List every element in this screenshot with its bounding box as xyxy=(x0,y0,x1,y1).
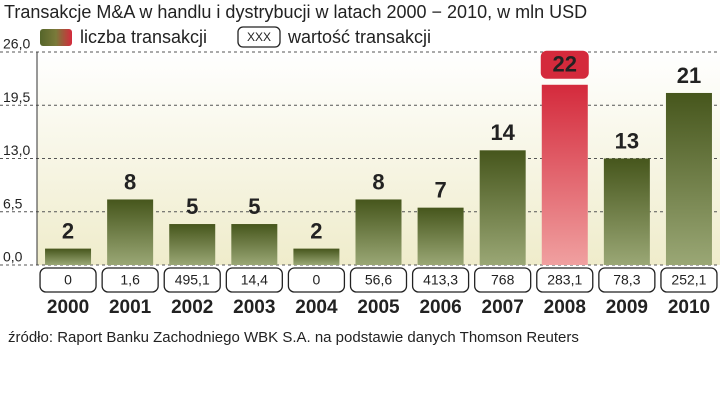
bar xyxy=(107,199,154,265)
value-box-label: 14,4 xyxy=(241,272,268,288)
x-tick-label: 2009 xyxy=(606,297,648,318)
x-tick-label: 2007 xyxy=(482,297,524,318)
value-label: 22 xyxy=(553,52,577,77)
value-box xyxy=(101,267,159,293)
value-box xyxy=(474,267,532,293)
value-box xyxy=(225,267,283,293)
value-box xyxy=(287,267,346,293)
bar xyxy=(665,92,712,265)
value-label: 8 xyxy=(124,169,136,194)
value-box-label: 0 xyxy=(64,272,72,288)
x-tick-label: 2000 xyxy=(47,297,89,318)
value-label: 13 xyxy=(615,128,639,153)
value-box-label: 768 xyxy=(491,272,515,288)
legend-label: wartość transakcji xyxy=(287,27,431,47)
value-box-label: 0 xyxy=(313,272,321,288)
bar xyxy=(417,207,464,265)
value-box xyxy=(163,267,221,293)
value-label: 2 xyxy=(310,218,322,243)
source: źródło: Raport Banku Zachodniego WBK S.A… xyxy=(8,329,579,346)
x-tick-label: 2010 xyxy=(668,297,710,318)
bar xyxy=(231,224,278,265)
bar xyxy=(45,248,92,265)
value-box-label: 1,6 xyxy=(120,272,140,288)
y-tick-label: 6,5 xyxy=(3,195,23,211)
value-label-box xyxy=(540,50,589,79)
bar xyxy=(479,150,526,265)
y-tick-label: 26,0 xyxy=(3,36,30,52)
x-tick-label: 2008 xyxy=(544,297,586,318)
bar xyxy=(169,224,216,265)
y-tick-label: 13,0 xyxy=(3,142,30,158)
chart-title: Transakcje M&A w handlu i dystrybucji w … xyxy=(4,2,587,22)
value-box-label: 495,1 xyxy=(175,272,210,288)
value-box xyxy=(536,267,594,293)
value-label: 5 xyxy=(248,194,260,219)
value-box-label: 413,3 xyxy=(423,272,458,288)
value-box-label: 283,1 xyxy=(547,272,582,288)
bar xyxy=(541,84,588,266)
y-tick-label: 0,0 xyxy=(3,249,23,265)
legend-label: liczba transakcji xyxy=(80,27,207,47)
x-tick-label: 2002 xyxy=(171,297,213,318)
value-box-label: 78,3 xyxy=(613,272,640,288)
x-tick-label: 2001 xyxy=(109,297,152,318)
legend-box xyxy=(237,26,281,48)
x-tick-label: 2004 xyxy=(295,297,338,318)
value-box xyxy=(598,267,656,293)
x-tick-label: 2003 xyxy=(233,297,275,318)
x-tick-label: 2006 xyxy=(419,297,461,318)
value-label: 8 xyxy=(372,169,384,194)
legend-sample: XXX xyxy=(247,30,271,44)
y-tick-label: 19,5 xyxy=(3,89,30,105)
value-box xyxy=(411,267,470,293)
value-box-label: 56,6 xyxy=(365,272,392,288)
value-box xyxy=(349,267,408,293)
value-box-label: 252,1 xyxy=(671,272,706,288)
value-box xyxy=(39,267,97,293)
legend-swatch xyxy=(40,29,72,46)
value-label: 7 xyxy=(434,177,446,202)
value-label: 14 xyxy=(490,120,515,145)
bar xyxy=(603,158,650,265)
value-label: 5 xyxy=(186,194,198,219)
x-tick-label: 2005 xyxy=(357,297,400,318)
value-box xyxy=(660,267,718,293)
value-label: 21 xyxy=(677,63,701,88)
bar xyxy=(293,248,340,265)
value-label: 2 xyxy=(62,218,74,243)
bar xyxy=(355,199,402,265)
